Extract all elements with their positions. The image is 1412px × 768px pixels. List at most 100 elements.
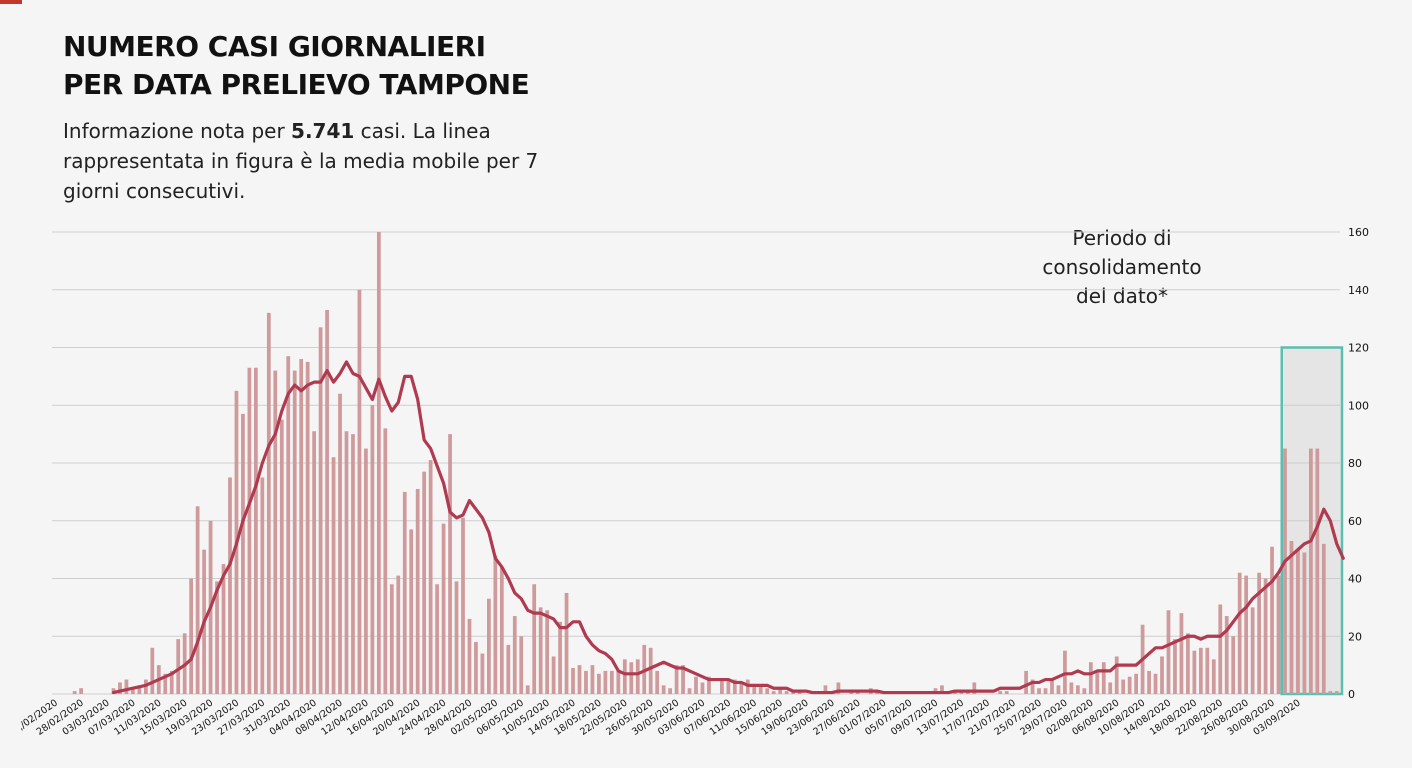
bar	[344, 431, 349, 694]
bar	[402, 491, 407, 694]
bar	[694, 676, 698, 694]
bar	[538, 607, 543, 694]
bar	[1308, 448, 1313, 694]
bar	[389, 584, 394, 694]
bar	[551, 656, 556, 694]
bar	[1179, 613, 1184, 694]
gridlines	[52, 231, 1340, 695]
moving-average-layer	[111, 360, 1345, 695]
bar	[1037, 688, 1041, 694]
bar	[1315, 448, 1320, 694]
bar	[318, 327, 323, 694]
bar	[1127, 676, 1132, 694]
bar	[1088, 662, 1093, 694]
bar	[1334, 691, 1339, 694]
bar	[376, 232, 381, 694]
bar	[1289, 540, 1294, 694]
bar	[241, 413, 245, 694]
bar	[266, 312, 271, 694]
y-axis: 0 20 40 60 80 100 120 140 160	[1348, 226, 1369, 701]
bar	[118, 682, 122, 694]
bar	[661, 685, 666, 694]
bar	[1004, 691, 1009, 694]
bar	[163, 673, 168, 694]
bar	[260, 477, 265, 694]
bar	[1328, 691, 1333, 694]
bar	[480, 653, 485, 694]
brand-mark	[0, 0, 22, 4]
bar	[499, 566, 504, 694]
bar	[1121, 679, 1126, 694]
bar	[1147, 670, 1151, 694]
y-tick-label: 160	[1348, 226, 1369, 239]
bar	[1075, 685, 1080, 694]
bar	[720, 679, 724, 694]
bar	[150, 647, 155, 694]
bar	[836, 682, 841, 694]
bar	[1186, 633, 1190, 694]
bar	[1250, 607, 1255, 694]
bar	[1108, 682, 1113, 694]
bar	[823, 685, 828, 694]
bar	[331, 457, 336, 694]
bar	[1276, 575, 1281, 694]
bar	[254, 367, 258, 694]
subtitle-prefix: Informazione nota per	[63, 119, 285, 143]
bar	[1056, 685, 1061, 694]
bar	[784, 691, 789, 694]
bar	[228, 477, 232, 694]
bar	[474, 642, 478, 694]
bar	[1296, 549, 1300, 694]
bar	[752, 685, 757, 694]
bar	[1257, 572, 1261, 694]
bar	[221, 564, 226, 694]
bar	[364, 448, 368, 694]
bar	[325, 309, 329, 694]
bar	[998, 691, 1003, 694]
bar	[609, 670, 614, 694]
bar	[396, 575, 401, 694]
bar	[1237, 572, 1242, 694]
bar	[1024, 670, 1028, 694]
bar	[668, 688, 672, 694]
bar	[635, 659, 640, 694]
bar	[1270, 546, 1274, 694]
bar	[700, 682, 705, 694]
bar	[467, 618, 472, 694]
bar	[778, 688, 783, 694]
bar	[247, 367, 252, 694]
bar	[448, 434, 452, 694]
bar	[726, 679, 731, 694]
consolidation-annotation: Periodo di consolidamento del dato*	[1042, 226, 1202, 308]
bar	[428, 460, 433, 694]
bar	[72, 691, 77, 694]
x-axis: ,/02/202028/02/202003/03/202007/03/20201…	[16, 697, 1302, 737]
bar	[687, 688, 692, 694]
bar	[1224, 616, 1229, 694]
bar	[1218, 604, 1223, 694]
bar	[707, 676, 711, 694]
y-tick-label: 0	[1348, 688, 1355, 701]
bar	[732, 679, 737, 694]
bar	[487, 598, 491, 694]
bar	[1153, 673, 1158, 694]
bar	[629, 662, 634, 694]
bar	[286, 356, 291, 694]
bar	[176, 639, 181, 694]
bar	[940, 685, 944, 694]
bar	[648, 647, 653, 694]
bar	[655, 670, 660, 694]
bar	[279, 419, 284, 694]
y-tick-label: 100	[1348, 399, 1369, 412]
bar	[1095, 670, 1100, 694]
bar	[1198, 647, 1203, 694]
bar	[1069, 682, 1074, 694]
bar	[409, 529, 414, 694]
bar	[493, 555, 498, 694]
bar	[765, 688, 770, 694]
daily-cases-bars	[72, 232, 1339, 694]
bar	[124, 679, 129, 694]
bar	[1114, 656, 1119, 694]
bar	[622, 659, 627, 694]
